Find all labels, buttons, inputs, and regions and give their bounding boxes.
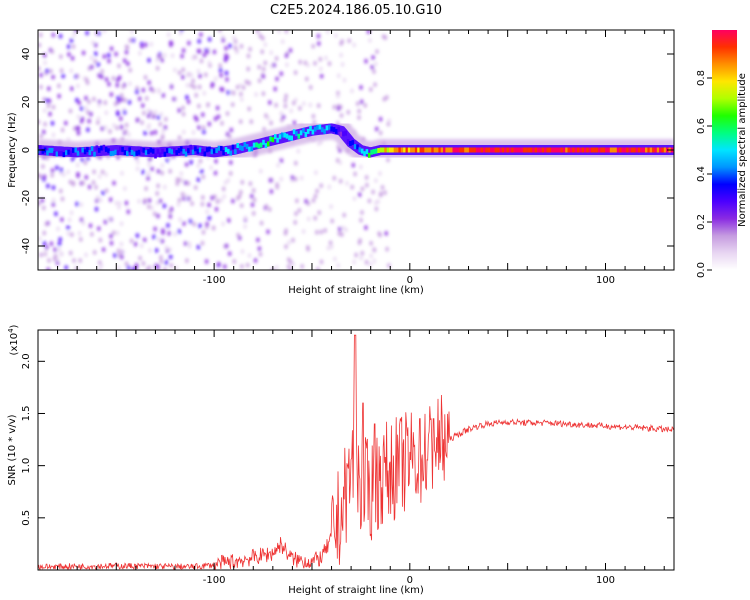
colorbar-tick-label: 0.0: [696, 262, 707, 278]
y-tick-label: 1.0: [21, 458, 32, 474]
y-tick-label: 0: [21, 147, 32, 153]
spectrogram-heatmap: [38, 30, 674, 270]
colorbar-tick-label: 0.8: [696, 70, 707, 86]
x-tick-label: 0: [407, 275, 413, 286]
x-tick-label: 0: [407, 575, 413, 586]
snr-panel: -100 0 100 0.5 1.0 1.5 2.0 Height of straight …: [7, 324, 675, 596]
spectrogram-noise: [38, 30, 391, 270]
snr-frame: [37, 329, 675, 571]
x-tick-label: -100: [203, 275, 226, 286]
y-tick-label: 2.0: [21, 353, 32, 369]
x-tick-label: -100: [203, 575, 226, 586]
colorbar-ticks: 0.0 0.2 0.4 0.6 0.8: [696, 70, 712, 278]
spectrogram-panel: -100 0 100 -40 -20 0 20 40 Height of straight l…: [7, 29, 675, 296]
snr-multiplier-base: (x10: [9, 333, 20, 356]
spectrogram-ridge: [38, 117, 674, 164]
colorbar-label: Normalized spectral amplitude: [737, 73, 748, 227]
spectrogram-x-axis-label: Height of straight line (km): [288, 285, 424, 296]
colorbar-tick-label: 0.4: [696, 166, 707, 182]
colorbar-tick-label: 0.2: [696, 214, 707, 230]
snr-x-axis-label: Height of straight line (km): [288, 585, 424, 596]
y-tick-label: -20: [21, 190, 32, 206]
snr-multiplier-exp: 4: [7, 328, 15, 333]
y-tick-label: 0.5: [21, 510, 32, 526]
figure-title: C2E5.2024.186.05.10.G10: [270, 3, 442, 18]
snr-multiplier: (x104): [7, 324, 20, 355]
colorbar-gradient: [712, 30, 737, 270]
colorbar-tick-label: 0.6: [696, 118, 707, 134]
spectrogram-y-axis-label: Frequency (Hz): [7, 112, 18, 188]
colorbar: 0.0 0.2 0.4 0.6 0.8 Normalized spectral ampl…: [696, 30, 748, 278]
snr-ticks: -100 0 100 0.5 1.0 1.5 2.0: [21, 330, 674, 586]
y-tick-label: 40: [21, 48, 32, 61]
x-tick-label: 100: [596, 575, 615, 586]
snr-series-line: [38, 334, 674, 570]
y-tick-label: -40: [21, 238, 32, 254]
snr-y-axis-label: SNR (10 * v/v): [7, 414, 18, 485]
y-tick-label: 1.5: [21, 406, 32, 422]
spectrogram-ticks: -100 0 100 -40 -20 0 20 40: [21, 30, 674, 286]
y-tick-label: 20: [21, 96, 32, 109]
x-tick-label: 100: [596, 275, 615, 286]
